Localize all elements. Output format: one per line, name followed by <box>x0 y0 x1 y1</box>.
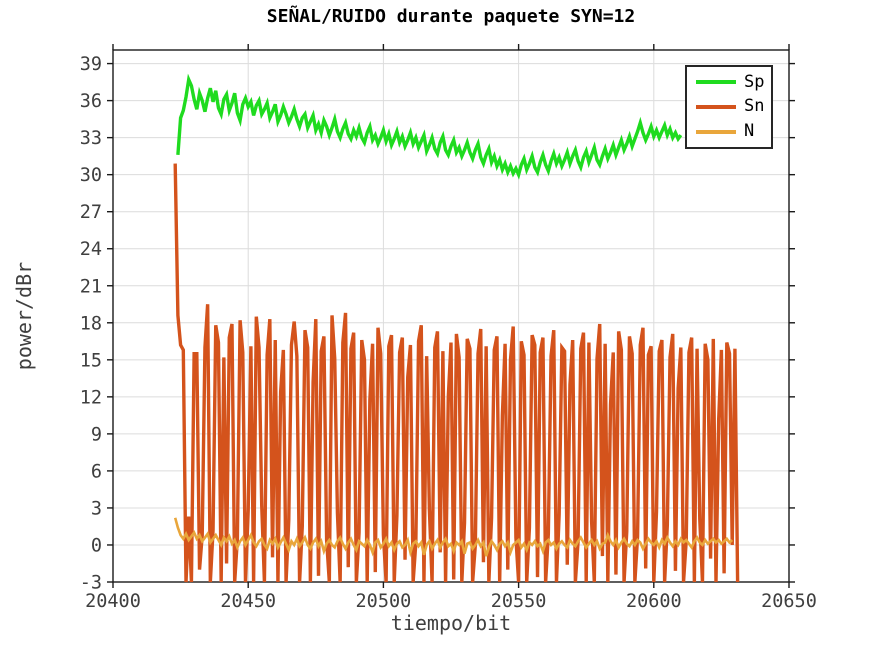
y-tick-label: 30 <box>80 165 102 186</box>
y-tick-label: -3 <box>80 573 102 594</box>
legend-line-swatch-sp <box>696 80 736 85</box>
x-tick-label: 20550 <box>491 591 547 612</box>
x-tick-label: 20650 <box>761 591 817 612</box>
chart-title: SEÑAL/RUIDO durante paquete SYN=12 <box>266 6 636 27</box>
series-line-sp <box>176 73 683 180</box>
y-tick-label: 24 <box>80 239 102 260</box>
legend: Sp Sn N <box>685 65 773 149</box>
y-tick-label: 27 <box>80 202 102 223</box>
legend-line-swatch-n <box>696 129 736 134</box>
y-tick-label: 18 <box>80 313 102 334</box>
y-tick-label: 9 <box>91 424 102 445</box>
y-tick-label: 15 <box>80 350 102 371</box>
legend-item-n: N <box>687 123 771 140</box>
y-tick-label: 12 <box>80 387 102 408</box>
y-tick-label: 21 <box>80 276 102 297</box>
x-tick-label: 20450 <box>220 591 276 612</box>
legend-label-n: N <box>744 121 755 142</box>
x-axis-label: tiempo/bit <box>390 611 512 635</box>
legend-line-swatch-sn <box>696 104 736 109</box>
y-tick-label: 36 <box>80 91 102 112</box>
legend-label-sp: Sp <box>744 71 765 92</box>
series-line-sn <box>173 163 740 583</box>
x-tick-label: 20500 <box>356 591 412 612</box>
legend-item-sp: Sp <box>687 71 771 92</box>
y-tick-label: 3 <box>91 498 102 519</box>
x-tick-label: 20600 <box>626 591 682 612</box>
legend-item-sn: Sn <box>687 98 771 115</box>
y-tick-label: 39 <box>80 54 102 75</box>
y-tick-label: 33 <box>80 128 102 149</box>
y-tick-label: 0 <box>91 535 102 556</box>
plot-box <box>112 49 790 583</box>
y-tick-label: 6 <box>91 461 102 482</box>
x-tick-label: 20400 <box>85 591 141 612</box>
series-line-n <box>173 517 734 558</box>
legend-label-sn: Sn <box>744 96 765 117</box>
